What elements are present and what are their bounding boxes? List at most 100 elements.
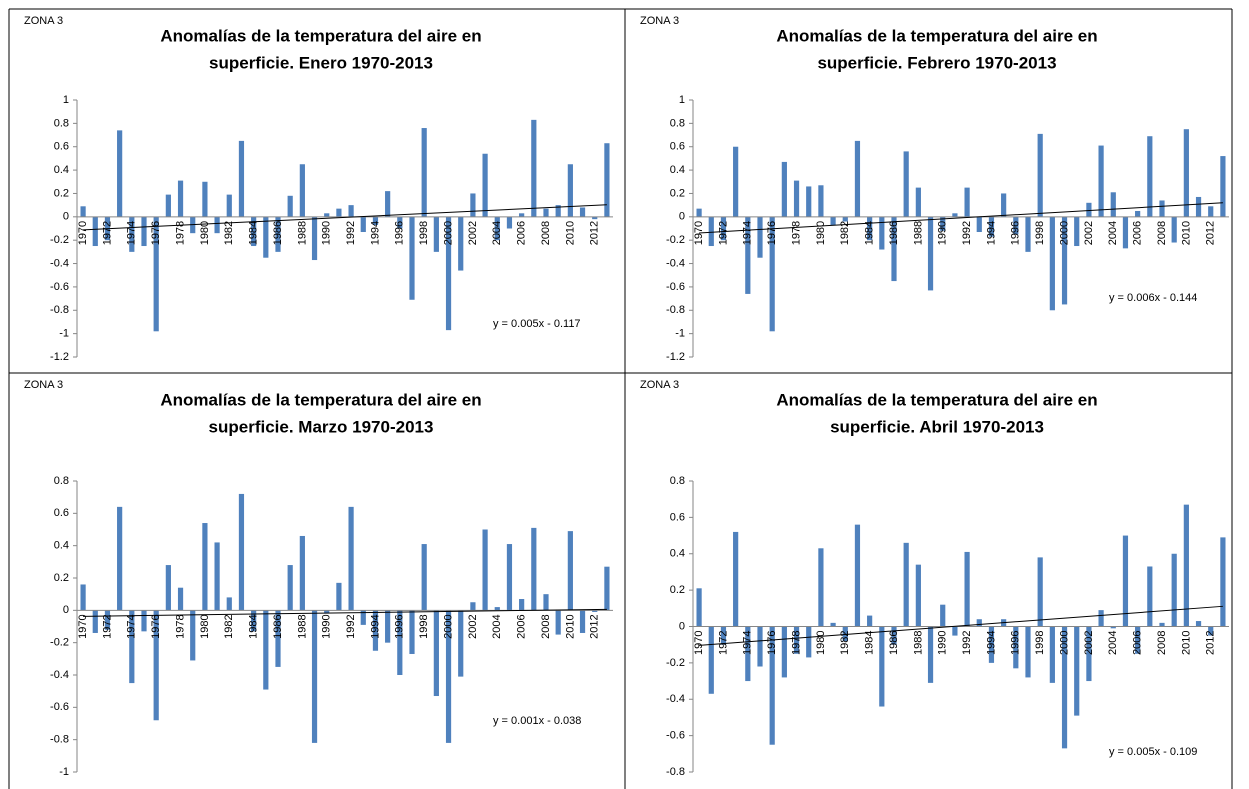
y-tick-label: 0.2 [670, 187, 685, 199]
bar [482, 529, 488, 611]
bar [445, 216, 452, 331]
x-tick-label: 1976 [766, 221, 778, 245]
bar [976, 619, 982, 627]
bar [927, 626, 934, 683]
x-tick-label: 1988 [912, 631, 924, 655]
trendline [699, 202, 1223, 234]
y-tick-label: -0.6 [666, 281, 685, 293]
y-tick-label: 0.2 [54, 187, 69, 199]
y-tick-label: 0.2 [670, 584, 685, 596]
bar [1049, 626, 1055, 683]
bar [769, 216, 775, 332]
x-tick-label: 1996 [394, 614, 406, 638]
x-tick-label: 1980 [815, 221, 827, 245]
bar [1001, 193, 1007, 217]
x-tick-label: 1972 [717, 221, 729, 245]
bar [1135, 626, 1141, 654]
x-tick-label: 1994 [985, 631, 997, 655]
x-tick-label: 2006 [1132, 221, 1144, 245]
bar [733, 531, 739, 627]
bar [287, 565, 293, 611]
bar [153, 610, 159, 721]
bar [214, 542, 220, 611]
x-tick-label: 1986 [272, 614, 284, 638]
x-tick-label: 2008 [1156, 631, 1168, 655]
zone-label: ZONA 3 [640, 15, 679, 27]
y-tick-label: 1 [63, 94, 69, 106]
x-tick-label: 1972 [717, 631, 729, 655]
bar [964, 187, 970, 217]
x-tick-label: 1978 [174, 614, 186, 638]
bar [214, 216, 220, 234]
bar [818, 185, 824, 217]
chart-title: Anomalías de la temperatura del aire en [160, 26, 481, 45]
y-tick-label: 0 [679, 620, 685, 632]
x-tick-label: 2012 [589, 614, 601, 638]
x-tick-label: 1994 [369, 614, 381, 638]
bar [263, 216, 269, 258]
x-tick-label: 1994 [369, 221, 381, 245]
x-tick-label: 1970 [693, 631, 705, 655]
x-tick-label: 2010 [564, 221, 576, 245]
x-tick-label: 2010 [1180, 221, 1192, 245]
bar [708, 626, 714, 694]
bar [177, 587, 184, 611]
x-tick-label: 1974 [742, 221, 754, 245]
bar [1208, 626, 1214, 636]
y-tick-label: 0.8 [54, 117, 69, 129]
bar [494, 216, 500, 241]
x-tick-label: 1992 [961, 631, 973, 655]
bar [92, 216, 98, 247]
bar [952, 626, 958, 636]
bar [842, 626, 848, 642]
bar [830, 622, 836, 627]
x-tick-label: 1990 [937, 631, 949, 655]
x-tick-label: 2012 [1205, 221, 1217, 245]
x-tick-label: 2012 [1205, 631, 1217, 655]
bar [745, 216, 751, 294]
bar [555, 205, 561, 217]
x-tick-label: 1992 [345, 221, 357, 245]
bar [226, 194, 232, 217]
chart-title: Anomalías de la temperatura del aire en [776, 390, 1097, 409]
x-tick-label: 1988 [912, 221, 924, 245]
y-tick-label: 0.4 [54, 540, 69, 552]
trendline-equation: y = 0.005x - 0.117 [493, 318, 581, 330]
x-tick-label: 1984 [248, 614, 260, 638]
x-tick-label: 1988 [296, 614, 308, 638]
x-tick-label: 2004 [491, 614, 503, 638]
x-tick-label: 1992 [345, 614, 357, 638]
bar [579, 207, 586, 217]
bar [879, 626, 885, 707]
bar [543, 594, 549, 611]
x-tick-label: 1974 [126, 221, 138, 245]
x-tick-label: 1982 [223, 614, 235, 638]
y-tick-label: 0.8 [670, 475, 685, 487]
x-tick-label: 2002 [1083, 221, 1095, 245]
bar [1135, 210, 1141, 217]
x-tick-label: 1990 [937, 221, 949, 245]
bar [708, 216, 714, 247]
bar [1147, 136, 1153, 217]
y-tick-label: 0 [679, 211, 685, 223]
bar [141, 216, 147, 247]
y-tick-label: -0.8 [666, 304, 685, 316]
bar [104, 610, 111, 630]
x-tick-label: 2002 [1083, 631, 1095, 655]
bar [165, 565, 171, 611]
bar [733, 146, 739, 217]
bar [92, 610, 98, 633]
bar [952, 213, 958, 217]
x-tick-label: 1978 [790, 221, 802, 245]
bar [1183, 129, 1189, 217]
bar [190, 610, 196, 661]
bar [117, 130, 123, 217]
bar [80, 584, 86, 611]
bar [976, 216, 982, 233]
trendline-equation: y = 0.006x - 0.144 [1109, 292, 1197, 304]
chart-title: superficie. Abril 1970-2013 [830, 417, 1044, 436]
x-tick-label: 1982 [839, 631, 851, 655]
bar [1086, 202, 1092, 217]
x-tick-label: 2006 [1132, 631, 1144, 655]
bar [891, 626, 897, 645]
